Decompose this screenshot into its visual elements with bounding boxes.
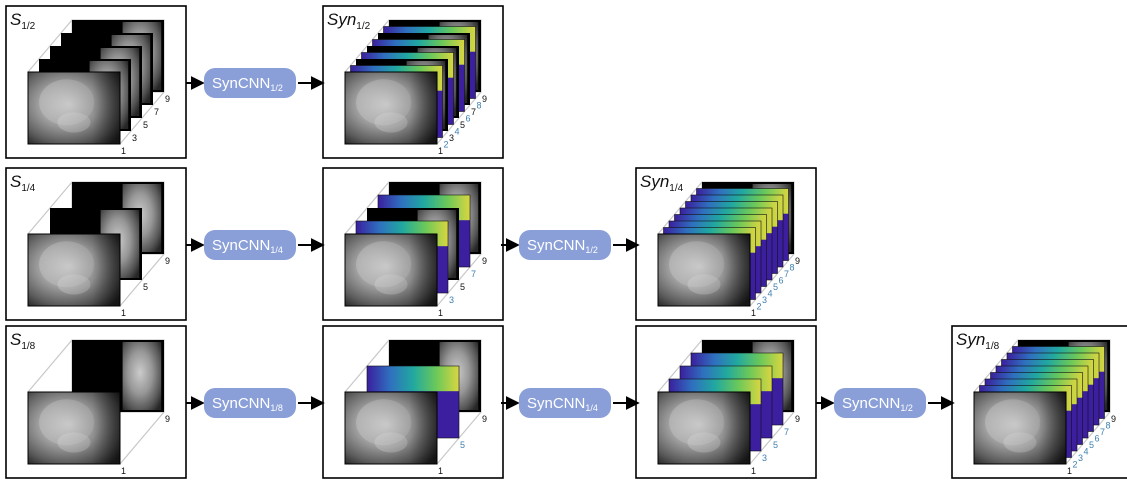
panel-label: Syn1/4 [640,172,684,194]
network-n1: SynCNN1/2 [204,68,296,98]
slice-number: 5 [460,120,465,130]
syncnn-box [204,68,296,98]
slice-number: 3 [132,133,137,143]
slice-number: 5 [773,440,778,450]
xray-slice-front [344,71,438,145]
slice-number: 7 [1100,427,1105,437]
slice-number: 1 [121,466,126,476]
network-n2: SynCNN1/4 [204,230,296,260]
slice-number: 9 [482,94,487,104]
syncnn-box [204,230,296,260]
cube-depth-edge [119,411,165,465]
syncnn-box [519,230,611,260]
panel-mid18b: 1 9 357 [635,325,817,479]
slice-number: 9 [795,256,800,266]
slice-number: 9 [482,256,487,266]
syncnn-label: SynCNN1/2 [212,75,283,93]
slice-number: 3 [449,133,454,143]
slice-number: 5 [460,282,465,292]
slice-number: 6 [1095,434,1100,444]
panel-label: S1/8 [10,330,36,352]
slice-number: 9 [165,256,170,266]
network-n4: SynCNN1/8 [204,388,296,418]
slice-number: 1 [751,466,756,476]
xray-slice-front [344,233,438,307]
slice-number: 2 [1073,460,1078,470]
xray-slice [27,391,121,465]
slice-number: 6 [466,114,471,124]
cube-depth-edge [27,339,73,393]
slice-number: 7 [784,427,789,437]
slice-number: 9 [795,414,800,424]
slice-number: 9 [482,414,487,424]
panel-mid18a: 1 9 5 [322,325,504,479]
slice-number: 3 [449,295,454,305]
slice-number: 1 [438,308,443,318]
xray-slice-front [344,391,438,465]
syncnn-box [834,388,926,418]
slice-number: 3 [1078,453,1083,463]
slice-number: 5 [143,120,148,130]
panel-s14: 1 5 9 S1/4 [5,167,187,321]
slice-number: 1 [751,308,756,318]
panel-label: S1/2 [10,10,36,32]
panel-s18: 1 9 S1/8 [5,325,187,479]
syncnn-box [204,388,296,418]
slice-number: 7 [471,269,476,279]
slice-number: 1 [438,466,443,476]
slice-number: 1 [438,146,443,156]
slice-number: 2 [757,302,762,312]
slice-number: 3 [762,295,767,305]
slice-number: 5 [773,282,778,292]
panel-label: Syn1/2 [327,10,371,32]
syncnn-label: SynCNN1/2 [842,395,913,413]
slice-number: 3 [762,453,767,463]
syncnn-label: SynCNN1/8 [212,395,283,413]
xray-slice-front [657,391,751,465]
slice-number: 9 [165,94,170,104]
slice-number: 8 [790,263,795,273]
slice-number: 7 [784,269,789,279]
slice-number: 4 [455,127,460,137]
slice-number: 8 [477,101,482,111]
slice-number: 1 [1067,466,1072,476]
slice-number: 6 [779,276,784,286]
xray-slice [27,233,121,307]
slice-number: 5 [460,440,465,450]
slice-number: 7 [154,107,159,117]
panel-label: S1/4 [10,172,36,194]
slice-number: 2 [444,140,449,150]
syncnn-label: SynCNN1/4 [527,395,598,413]
syncnn-box [519,388,611,418]
slice-number: 1 [121,308,126,318]
panel-label: Syn1/8 [956,330,1000,352]
slice-number: 7 [471,107,476,117]
syncnn-label: SynCNN1/2 [527,237,598,255]
xray-slice-front [973,391,1067,465]
network-n5: SynCNN1/4 [519,388,611,418]
network-n3: SynCNN1/2 [519,230,611,260]
slice-number: 9 [165,414,170,424]
slice-number: 1 [121,146,126,156]
slice-number: 5 [1089,440,1094,450]
xray-slice [27,71,121,145]
xray-slice-front [657,233,751,307]
slice-number: 8 [1106,421,1111,431]
slice-number: 5 [143,282,148,292]
slice-number: 4 [1084,447,1089,457]
slice-number: 4 [768,289,773,299]
syncnn-label: SynCNN1/4 [212,237,283,255]
network-n6: SynCNN1/2 [834,388,926,418]
slice-number: 9 [1111,414,1116,424]
